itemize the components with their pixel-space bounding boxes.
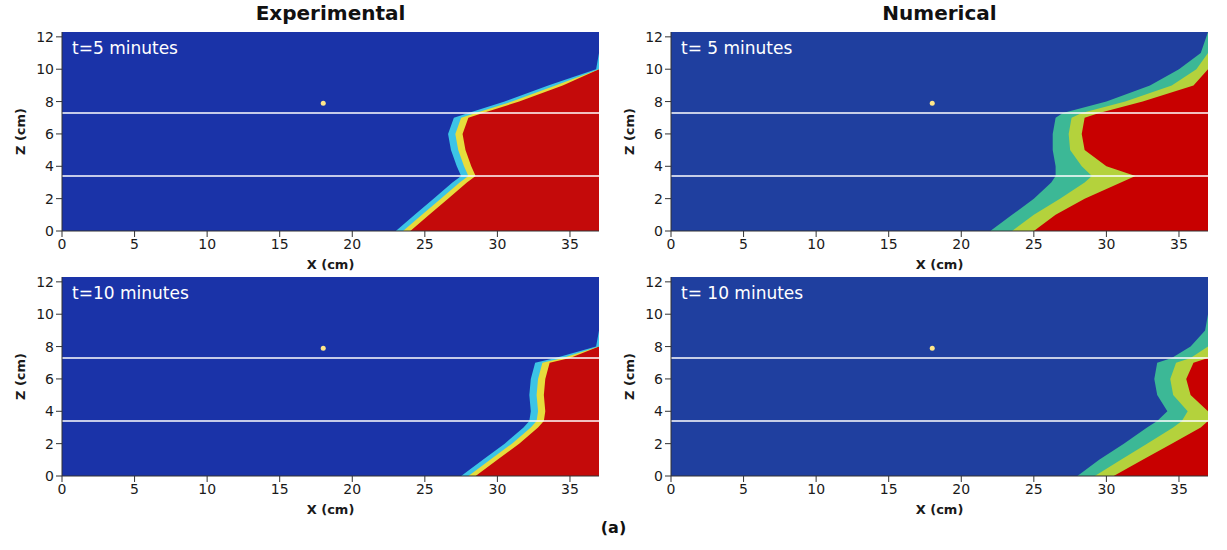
- svg-text:0: 0: [654, 468, 663, 484]
- svg-text:20: 20: [343, 236, 361, 252]
- svg-text:25: 25: [1025, 481, 1043, 497]
- svg-text:Z (cm): Z (cm): [622, 108, 637, 155]
- svg-text:5: 5: [130, 481, 139, 497]
- svg-text:25: 25: [1025, 236, 1043, 252]
- svg-text:X (cm): X (cm): [307, 257, 355, 271]
- svg-text:10: 10: [198, 481, 216, 497]
- svg-text:12: 12: [36, 274, 54, 290]
- svg-text:15: 15: [880, 236, 898, 252]
- svg-text:4: 4: [45, 158, 54, 174]
- svg-text:2: 2: [45, 436, 54, 452]
- svg-text:8: 8: [654, 94, 663, 110]
- svg-text:Z (cm): Z (cm): [13, 353, 28, 400]
- svg-text:5: 5: [130, 236, 139, 252]
- svg-text:12: 12: [645, 274, 663, 290]
- svg-text:Z (cm): Z (cm): [622, 353, 637, 400]
- svg-text:35: 35: [1170, 481, 1188, 497]
- svg-text:10: 10: [36, 306, 54, 322]
- html-text:Numerical: Numerical: [882, 1, 997, 25]
- svg-text:10: 10: [198, 236, 216, 252]
- html-text:Experimental: Experimental: [255, 1, 406, 25]
- svg-text:15: 15: [271, 481, 289, 497]
- svg-text:4: 4: [654, 158, 663, 174]
- svg-text:30: 30: [1097, 236, 1115, 252]
- html-text:t= 10 minutes: t= 10 minutes: [681, 283, 804, 303]
- svg-text:20: 20: [952, 236, 970, 252]
- svg-text:12: 12: [645, 29, 663, 45]
- svg-text:0: 0: [667, 236, 676, 252]
- svg-text:0: 0: [654, 223, 663, 239]
- svg-text:10: 10: [807, 236, 825, 252]
- svg-text:30: 30: [488, 481, 506, 497]
- svg-text:0: 0: [45, 468, 54, 484]
- html-text:(a): (a): [600, 518, 627, 537]
- svg-text:10: 10: [807, 481, 825, 497]
- svg-text:12: 12: [36, 29, 54, 45]
- html-text:t=5 minutes: t=5 minutes: [72, 38, 178, 58]
- svg-text:10: 10: [645, 61, 663, 77]
- svg-text:10: 10: [645, 306, 663, 322]
- html-text:t= 5 minutes: t= 5 minutes: [681, 38, 793, 58]
- svg-text:Z (cm): Z (cm): [13, 108, 28, 155]
- svg-text:X (cm): X (cm): [916, 257, 964, 271]
- svg-text:30: 30: [1097, 481, 1115, 497]
- svg-text:5: 5: [739, 481, 748, 497]
- svg-text:6: 6: [45, 371, 54, 387]
- svg-text:35: 35: [561, 236, 579, 252]
- svg-text:6: 6: [45, 126, 54, 142]
- svg-text:X (cm): X (cm): [307, 502, 355, 516]
- svg-text:0: 0: [45, 223, 54, 239]
- svg-text:15: 15: [271, 236, 289, 252]
- svg-text:25: 25: [416, 481, 434, 497]
- svg-text:6: 6: [654, 126, 663, 142]
- svg-text:20: 20: [952, 481, 970, 497]
- svg-text:30: 30: [488, 236, 506, 252]
- svg-text:6: 6: [654, 371, 663, 387]
- svg-text:5: 5: [739, 236, 748, 252]
- svg-text:25: 25: [416, 236, 434, 252]
- svg-text:0: 0: [58, 481, 67, 497]
- svg-text:X (cm): X (cm): [916, 502, 964, 516]
- svg-text:2: 2: [654, 191, 663, 207]
- svg-text:0: 0: [58, 236, 67, 252]
- svg-text:15: 15: [880, 481, 898, 497]
- svg-text:20: 20: [343, 481, 361, 497]
- svg-text:35: 35: [561, 481, 579, 497]
- svg-text:4: 4: [654, 403, 663, 419]
- svg-text:8: 8: [45, 339, 54, 355]
- svg-text:2: 2: [654, 436, 663, 452]
- svg-text:2: 2: [45, 191, 54, 207]
- svg-text:35: 35: [1170, 236, 1188, 252]
- svg-text:8: 8: [45, 94, 54, 110]
- html-text:t=10 minutes: t=10 minutes: [72, 283, 189, 303]
- svg-text:8: 8: [654, 339, 663, 355]
- svg-text:4: 4: [45, 403, 54, 419]
- svg-text:10: 10: [36, 61, 54, 77]
- svg-text:0: 0: [667, 481, 676, 497]
